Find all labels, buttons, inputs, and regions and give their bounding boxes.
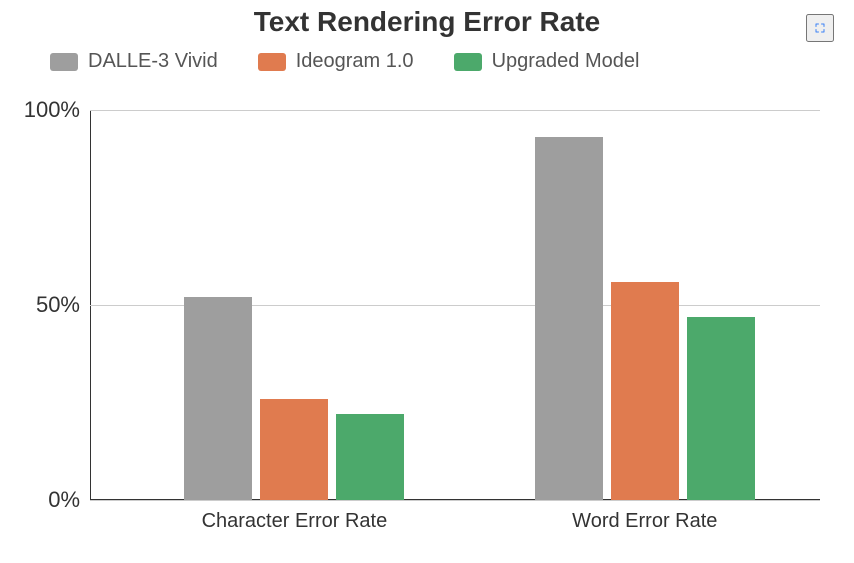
grid-line bbox=[90, 500, 820, 501]
bar[interactable] bbox=[687, 317, 755, 500]
bar[interactable] bbox=[611, 282, 679, 500]
legend-label: Ideogram 1.0 bbox=[296, 50, 414, 73]
chart-legend: DALLE-3 Vivid Ideogram 1.0 Upgraded Model bbox=[50, 50, 804, 73]
x-tick-label: Word Error Rate bbox=[572, 510, 717, 533]
y-tick-label: 50% bbox=[36, 292, 80, 318]
legend-swatch bbox=[454, 53, 482, 71]
expand-icon bbox=[814, 18, 826, 38]
bar[interactable] bbox=[184, 297, 252, 500]
expand-button[interactable] bbox=[806, 14, 834, 42]
chart-title: Text Rendering Error Rate bbox=[0, 6, 854, 38]
chart-plot-area: 0%50%100%Character Error RateWord Error … bbox=[90, 110, 820, 500]
legend-item[interactable]: DALLE-3 Vivid bbox=[50, 50, 218, 73]
legend-item[interactable]: Upgraded Model bbox=[454, 50, 640, 73]
y-tick-label: 100% bbox=[24, 97, 80, 123]
bar[interactable] bbox=[336, 414, 404, 500]
legend-swatch bbox=[258, 53, 286, 71]
bar[interactable] bbox=[260, 399, 328, 500]
y-tick-label: 0% bbox=[48, 487, 80, 513]
legend-label: Upgraded Model bbox=[492, 50, 640, 73]
legend-item[interactable]: Ideogram 1.0 bbox=[258, 50, 414, 73]
bar[interactable] bbox=[535, 137, 603, 500]
chart-container: Text Rendering Error Rate DALLE-3 Vivid I… bbox=[0, 0, 854, 563]
grid-line bbox=[90, 110, 820, 111]
legend-swatch bbox=[50, 53, 78, 71]
legend-label: DALLE-3 Vivid bbox=[88, 50, 218, 73]
x-tick-label: Character Error Rate bbox=[202, 510, 388, 533]
